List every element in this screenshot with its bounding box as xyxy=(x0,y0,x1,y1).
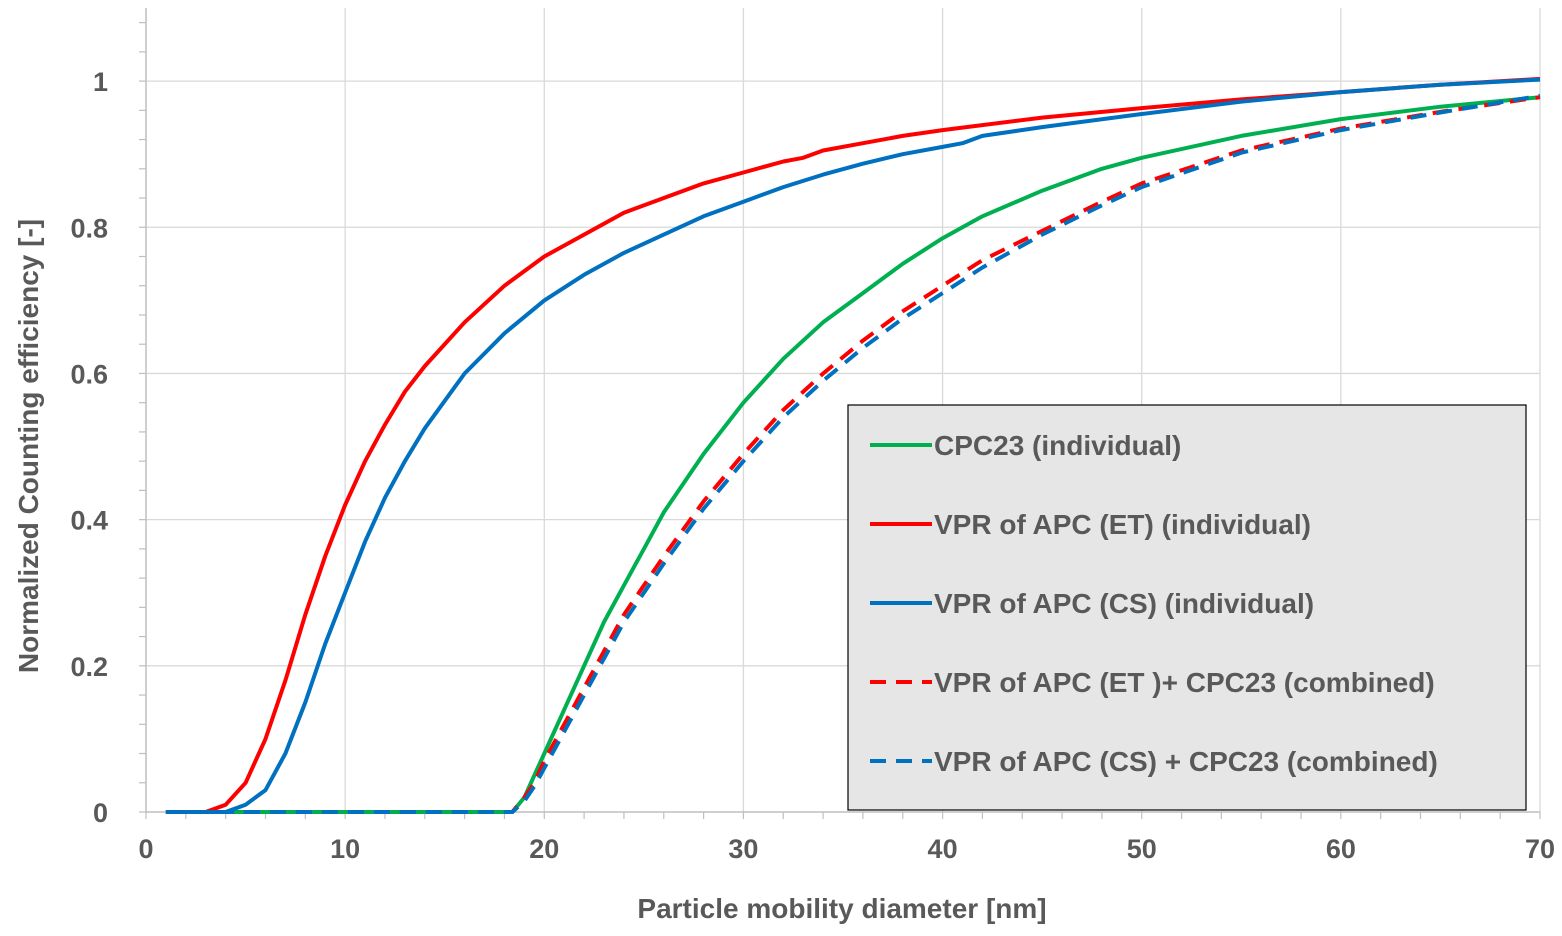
legend-box xyxy=(847,404,1527,811)
x-tick-label: 50 xyxy=(1127,834,1157,864)
series-line-3 xyxy=(165,77,1541,814)
series-line-5 xyxy=(165,93,1541,814)
x-tick-labels: 0 10 20 30 40 50 60 70 xyxy=(138,834,1555,864)
x-axis-title: Particle mobility diameter [nm] xyxy=(637,893,1046,924)
y-tick-label: 0.8 xyxy=(70,213,108,243)
x-tick-label: 10 xyxy=(330,834,360,864)
legend-label-5: VPR of APC (CS) + CPC23 (combined) xyxy=(934,746,1438,777)
x-tick-label: 70 xyxy=(1525,834,1555,864)
legend: CPC23 (individual) VPR of APC (ET) (indiv… xyxy=(847,404,1527,811)
x-tick-label: 60 xyxy=(1326,834,1356,864)
legend-label-4: VPR of APC (ET )+ CPC23 (combined) xyxy=(934,667,1435,698)
legend-label-1: CPC23 (individual) xyxy=(934,430,1181,461)
series-line-1 xyxy=(165,95,1541,814)
y-tick-label: 0.4 xyxy=(70,506,108,536)
y-tick-label: 1 xyxy=(93,67,108,97)
x-tick-label: 40 xyxy=(928,834,958,864)
series-lines xyxy=(165,76,1541,814)
y-tick-labels: 0 0.2 0.4 0.6 0.8 1 xyxy=(70,67,108,828)
legend-label-2: VPR of APC (ET) (individual) xyxy=(934,509,1311,540)
series-line-4 xyxy=(165,95,1541,814)
y-tick-label: 0.2 xyxy=(70,652,108,682)
x-tick-label: 30 xyxy=(728,834,758,864)
y-tick-label: 0 xyxy=(93,798,108,828)
x-tick-label: 20 xyxy=(529,834,559,864)
series-line-2 xyxy=(165,76,1541,814)
y-tick-label: 0.6 xyxy=(70,359,108,389)
x-tick-label: 0 xyxy=(138,834,153,864)
y-axis-title: Normalized Counting efficiency [-] xyxy=(13,219,44,673)
legend-label-3: VPR of APC (CS) (individual) xyxy=(934,588,1314,619)
